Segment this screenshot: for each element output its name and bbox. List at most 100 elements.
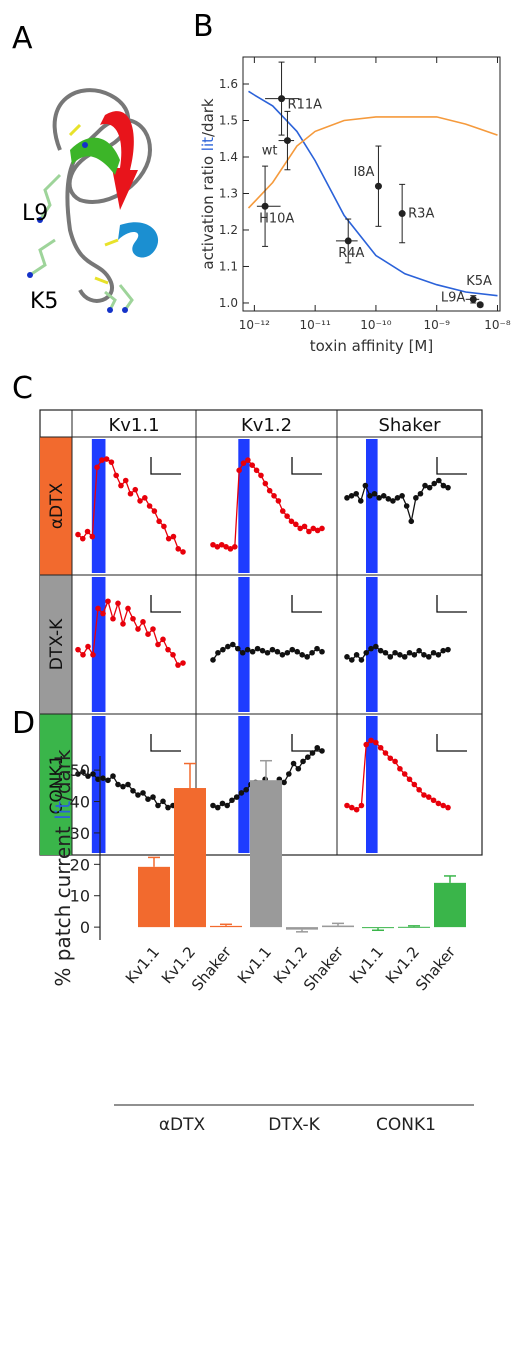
trace-point [431, 480, 438, 487]
trace-point [274, 648, 281, 655]
trace-point [387, 654, 394, 660]
trace-point [218, 541, 225, 548]
trace-point [160, 798, 166, 805]
trace-point [426, 484, 433, 491]
trace-point [130, 615, 136, 622]
trace-point [214, 804, 221, 811]
trace-point [314, 645, 320, 652]
trace-point [367, 493, 373, 499]
x-tick-label: 10⁻⁸ [484, 318, 511, 332]
x-tick-label: Kv1.1 [234, 943, 275, 987]
trace-point [165, 804, 171, 811]
trace-point [94, 464, 100, 471]
scale-bar [150, 457, 181, 475]
trace-point [224, 802, 231, 809]
trace-point [180, 660, 186, 666]
trace-point [373, 739, 379, 746]
trace-point [349, 657, 355, 663]
trace-point [401, 771, 408, 777]
trace-point [319, 648, 325, 655]
data-point [469, 295, 477, 303]
trace-point [421, 652, 427, 658]
residue-label: L9 [22, 201, 48, 226]
trace-point [344, 802, 350, 809]
trace-point [120, 621, 126, 627]
trace-point [105, 598, 111, 605]
scale-bar [150, 595, 181, 613]
trace-point [403, 503, 410, 509]
row-header-cell [40, 437, 72, 575]
point-label: R3A [408, 207, 434, 222]
trace-point [95, 605, 101, 612]
trace-point [435, 652, 442, 658]
bar [398, 926, 430, 928]
trace-point [142, 495, 148, 501]
trace-point [137, 498, 143, 504]
trace-line [346, 739, 449, 811]
trace-point [105, 777, 111, 784]
column-header: Kv1.1 [108, 415, 159, 436]
light-bar [91, 439, 106, 573]
trace-point [80, 652, 86, 658]
trace-point [165, 646, 171, 653]
trace-point [130, 788, 136, 794]
trace-point [269, 646, 276, 653]
trace-point [440, 482, 447, 489]
trace-point [394, 495, 401, 501]
trace-point [299, 652, 305, 658]
trace-point [145, 631, 151, 637]
x-tick-label: Shaker [300, 942, 348, 994]
trace-point [227, 546, 234, 552]
bar [174, 788, 206, 928]
trace-point [344, 654, 350, 660]
row-header: DTX-K [47, 618, 67, 670]
trace-point [314, 527, 321, 534]
light-bar [91, 716, 106, 853]
panel-label: C [12, 371, 33, 406]
trace-point [84, 528, 91, 535]
trace-point [304, 754, 311, 760]
trace-point [151, 508, 158, 514]
trace-point [293, 521, 299, 528]
trace-point [232, 544, 238, 550]
y-tick-label: 40 [70, 793, 90, 812]
y-axis-label: activation ratio lit/dark [199, 98, 217, 270]
trace-point [406, 776, 413, 783]
scale-bar [291, 595, 322, 613]
y-tick-label: 30 [70, 824, 90, 843]
trace-point [175, 662, 181, 668]
trace-point [319, 525, 325, 532]
trace-point [376, 495, 382, 501]
trace-point [349, 804, 355, 811]
trace-point [132, 486, 139, 493]
trace-point [358, 802, 365, 809]
trace-point [413, 495, 419, 501]
trace-point [387, 755, 394, 762]
bar [210, 925, 242, 928]
trace-point [125, 605, 131, 612]
data-point [283, 137, 291, 145]
y-tick-label: 1.6 [219, 77, 238, 91]
trace-point [416, 647, 422, 654]
trace-point [353, 806, 360, 813]
trace-point [380, 493, 387, 499]
trace-point [233, 794, 240, 800]
data-point [344, 237, 352, 245]
trace-point [238, 790, 245, 796]
trace-point [309, 649, 315, 656]
trace-point [254, 645, 261, 652]
trace-point [373, 643, 379, 650]
trace-point [357, 498, 364, 504]
light-bar [366, 439, 378, 573]
trace-point [259, 647, 266, 654]
trace-point [271, 493, 277, 499]
trace-point [377, 744, 384, 751]
trace-point [425, 794, 432, 800]
trace-point [445, 484, 451, 491]
scale-bar [436, 734, 467, 752]
trace-point [210, 657, 216, 663]
trace-point [390, 498, 396, 504]
scale-bar [150, 734, 181, 752]
trace-point [230, 641, 236, 648]
trace-point [363, 741, 370, 748]
